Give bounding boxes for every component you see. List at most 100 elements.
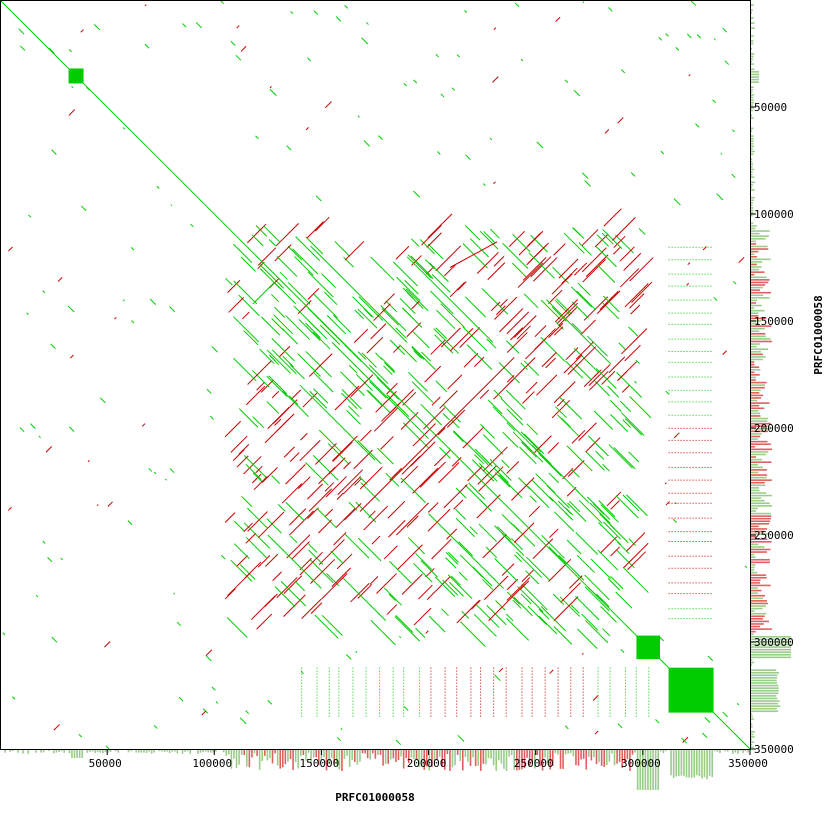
- coverage-bar-x: [436, 750, 438, 760]
- reverse-fragment: [673, 432, 680, 439]
- coverage-bar-y: [751, 304, 762, 307]
- coverage-bar-x: [552, 750, 554, 767]
- coverage-bar-x: [163, 750, 166, 753]
- coverage-bar-y: [751, 276, 767, 279]
- reverse-fragment: [411, 300, 420, 310]
- coverage-bar-x: [150, 750, 153, 754]
- forward-fragment: [312, 331, 331, 350]
- reverse-fragment: [315, 442, 337, 465]
- coverage-bar-y: [751, 281, 769, 284]
- forward-fragment: [581, 172, 589, 179]
- coverage-bar-y: [751, 653, 791, 656]
- forward-fragment: [42, 290, 46, 294]
- forward-fragment: [615, 234, 634, 254]
- coverage-bar-x: [636, 750, 639, 790]
- coverage-bar-y: [751, 255, 757, 258]
- coverage-bar-x: [189, 750, 192, 754]
- coverage-bar-y: [751, 651, 791, 654]
- forward-fragment: [164, 478, 167, 481]
- reverse-fragment: [332, 441, 353, 462]
- forward-match-segment: [252, 282, 275, 305]
- coverage-bar-x: [747, 750, 750, 753]
- forward-fragment: [554, 299, 571, 316]
- reverse-match-segment: [567, 346, 597, 375]
- reverse-fragment: [299, 551, 323, 576]
- forward-fragment: [195, 21, 203, 29]
- forward-match-segment: [492, 406, 579, 493]
- y-tick-label: 250000: [754, 529, 794, 542]
- coverage-bar-y: [751, 258, 771, 261]
- coverage-bar-x: [498, 750, 500, 761]
- reverse-fragment: [569, 575, 583, 589]
- forward-fragment: [359, 476, 368, 485]
- forward-fragment: [541, 534, 565, 559]
- coverage-bar-x: [523, 750, 526, 769]
- coverage-bar-x: [89, 750, 91, 752]
- reverse-fragment: [324, 482, 335, 492]
- coverage-bar-x: [593, 750, 595, 758]
- forward-fragment: [617, 723, 623, 729]
- forward-fragment: [334, 241, 350, 257]
- forward-fragment: [357, 439, 382, 465]
- forward-fragment: [420, 403, 443, 426]
- reverse-fragment: [333, 531, 347, 546]
- reverse-fragment: [722, 350, 727, 356]
- coverage-bar-x: [22, 750, 24, 754]
- forward-fragment: [315, 195, 322, 202]
- coverage-bar-y: [751, 669, 777, 671]
- forward-fragment: [176, 621, 182, 627]
- reverse-fragment: [565, 347, 579, 361]
- reverse-fragment: [506, 332, 528, 353]
- forward-fragment: [655, 719, 660, 724]
- reverse-fragment: [344, 241, 365, 261]
- y-tick-label: 300000: [754, 636, 794, 649]
- coverage-bar-x: [554, 750, 557, 754]
- reverse-match-segment: [359, 357, 515, 512]
- reverse-fragment: [276, 413, 295, 432]
- reverse-fragment: [350, 374, 374, 398]
- forward-fragment: [474, 454, 485, 465]
- coverage-bar-x: [264, 750, 266, 756]
- coverage-bar-y: [751, 630, 756, 633]
- coverage-bar-y: [751, 700, 780, 702]
- forward-fragment: [383, 365, 393, 376]
- forward-fragment: [482, 578, 494, 590]
- reverse-fragment: [423, 407, 446, 430]
- coverage-bar-y: [751, 638, 791, 641]
- coverage-bar-y: [751, 371, 755, 374]
- coverage-bar-y: [751, 222, 754, 225]
- forward-fragment: [466, 344, 493, 370]
- coverage-bar-y: [751, 374, 760, 376]
- forward-fragment: [630, 172, 636, 177]
- reverse-fragment: [7, 506, 12, 511]
- forward-fragment: [519, 446, 537, 465]
- reverse-fragment: [45, 446, 53, 453]
- reverse-fragment: [308, 353, 333, 377]
- coverage-bar-y: [751, 659, 753, 661]
- coverage-bar-x: [428, 750, 431, 771]
- coverage-bar-x: [341, 750, 343, 771]
- forward-fragment: [370, 620, 396, 646]
- forward-fragment: [482, 183, 486, 187]
- reverse-fragment: [380, 436, 394, 450]
- reverse-fragment: [395, 245, 410, 260]
- x-tick-label: 50000: [89, 757, 122, 770]
- forward-fragment: [494, 558, 518, 582]
- reverse-fragment: [548, 289, 563, 305]
- forward-fragment: [577, 628, 598, 649]
- coverage-bar-x: [441, 750, 444, 767]
- forward-fragment: [294, 580, 306, 592]
- coverage-bar-x: [78, 750, 81, 758]
- reverse-fragment: [114, 317, 117, 320]
- forward-fragment: [245, 710, 250, 715]
- coverage-bar-x: [253, 750, 256, 754]
- reverse-fragment: [325, 508, 334, 517]
- coverage-bar-y: [751, 402, 770, 404]
- coverage-bar-y: [751, 176, 755, 178]
- reverse-fragment: [406, 515, 419, 528]
- reverse-fragment: [431, 396, 441, 406]
- forward-fragment: [638, 228, 646, 235]
- forward-fragment: [564, 79, 569, 84]
- reverse-fragment: [373, 303, 391, 321]
- coverage-bar-x: [40, 750, 42, 753]
